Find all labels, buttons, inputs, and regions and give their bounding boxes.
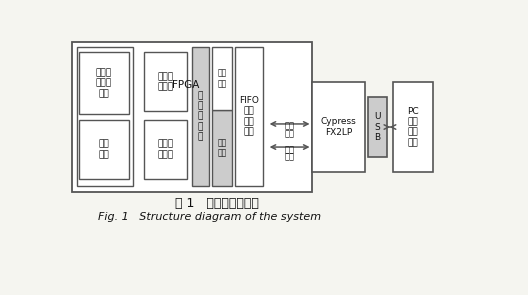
Text: 图像数
据下传: 图像数 据下传 (157, 140, 173, 159)
Bar (192, 47, 209, 186)
Bar (79, 120, 129, 178)
Bar (144, 52, 187, 111)
Text: 上行
缓存: 上行 缓存 (217, 69, 227, 88)
Text: 载波同
步、位
同步: 载波同 步、位 同步 (96, 68, 112, 98)
Bar (368, 97, 387, 157)
Text: 信号: 信号 (285, 122, 295, 131)
Text: 捕获
跟踪: 捕获 跟踪 (99, 140, 109, 159)
Text: FIFO
读取
控制
逻辑: FIFO 读取 控制 逻辑 (239, 96, 259, 136)
Bar (77, 47, 133, 186)
Text: FPGA: FPGA (173, 81, 200, 91)
Text: 控制: 控制 (285, 130, 295, 138)
Bar (313, 82, 365, 173)
Text: 下传
缓存: 下传 缓存 (217, 138, 227, 158)
Bar (393, 82, 433, 173)
Bar (235, 47, 263, 186)
Text: 总线: 总线 (285, 145, 295, 154)
Bar (212, 47, 232, 110)
Text: 数
据
复
接
器: 数 据 复 接 器 (197, 91, 203, 142)
Text: U
S
B: U S B (374, 112, 381, 142)
Bar (72, 42, 313, 192)
Text: Fig. 1   Structure diagram of the system: Fig. 1 Structure diagram of the system (98, 212, 321, 222)
Text: 图 1   系统总体结构图: 图 1 系统总体结构图 (175, 197, 259, 210)
Text: 数据: 数据 (285, 153, 295, 162)
Text: PC
端的
控制
终端: PC 端的 控制 终端 (408, 107, 419, 147)
Text: 测控指
令上行: 测控指 令上行 (157, 72, 173, 91)
Bar (79, 52, 129, 114)
Bar (212, 110, 232, 186)
Text: Cypress
FX2LP: Cypress FX2LP (321, 117, 357, 137)
Bar (144, 120, 187, 178)
